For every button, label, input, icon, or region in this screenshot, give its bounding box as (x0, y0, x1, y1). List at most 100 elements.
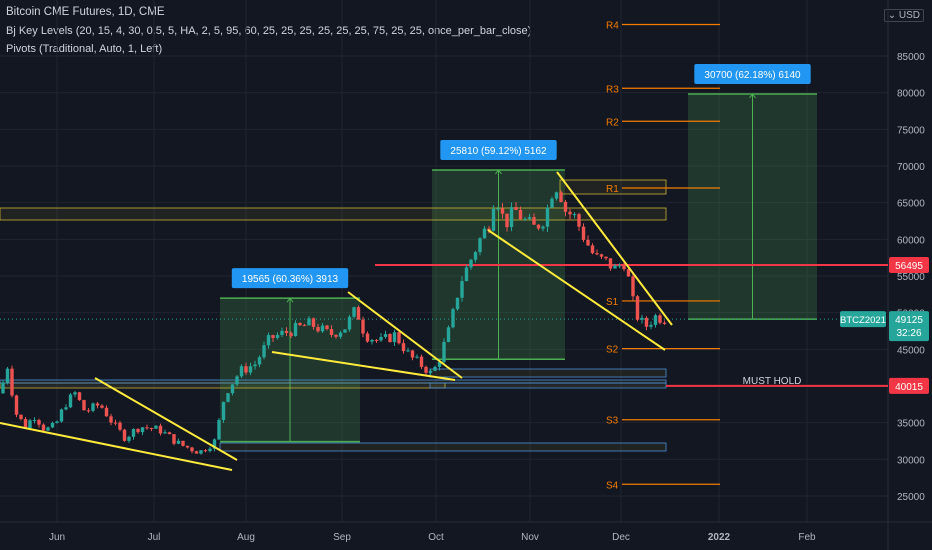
candle-body (190, 447, 194, 452)
candle-body (302, 325, 307, 327)
candle-body (442, 341, 446, 362)
bar-countdown: 32:26 (896, 328, 921, 339)
candle-body (428, 370, 433, 373)
candle-body (392, 332, 397, 343)
candle-body (41, 424, 46, 431)
measure-arrowhead (495, 169, 502, 175)
trendline (94, 377, 238, 461)
key-level-zone (0, 379, 667, 384)
key-level-zone (559, 179, 667, 195)
candle-body (343, 329, 347, 333)
candle-body (28, 420, 32, 429)
candle-body (307, 318, 311, 326)
candle-body (149, 428, 154, 430)
candle-body (91, 403, 95, 411)
y-tick-label: 35000 (897, 419, 925, 430)
pivot-label: R1 (606, 184, 619, 195)
indicator-key-levels[interactable]: Bj Key Levels (20, 15, 4, 30, 0.5, 5, HA… (6, 25, 532, 37)
candle-body (388, 334, 392, 343)
candle-body (658, 315, 662, 323)
y-tick-label: 80000 (897, 89, 925, 100)
candle-body (127, 436, 131, 441)
x-tick-label: Jun (49, 532, 65, 543)
candle-body (253, 364, 257, 367)
candle-body (338, 332, 343, 337)
candle-body (109, 416, 113, 423)
measure-label: 19565 (60.36%) 3913 (242, 274, 339, 285)
candle-body (158, 425, 163, 434)
candle-body (280, 330, 284, 335)
candle-body (19, 414, 23, 420)
price-tag-bg (889, 377, 929, 394)
candle-body (136, 429, 140, 433)
candle-body (383, 334, 388, 337)
y-tick-label: 65000 (897, 199, 925, 210)
candle-body (397, 332, 401, 344)
candle-body (541, 226, 545, 229)
trendline (556, 171, 673, 326)
candle-body (163, 432, 167, 434)
y-tick-label: 60000 (897, 235, 925, 246)
candle-body (473, 252, 478, 260)
candle-body (491, 208, 496, 231)
y-tick-label: 45000 (897, 345, 925, 356)
candle-body (113, 422, 118, 424)
candle-body (50, 422, 55, 428)
candle-body (145, 427, 149, 429)
candle-body (46, 427, 50, 431)
candle-body (554, 192, 559, 199)
y-tick-label: 70000 (897, 162, 925, 173)
candle-body (653, 315, 658, 325)
candle-body (662, 322, 667, 324)
candle-body (5, 368, 10, 383)
y-tick-label: 85000 (897, 52, 925, 63)
indicator-pivots[interactable]: Pivots (Traditional, Auto, 1, Left) (6, 43, 163, 55)
pivot-label: R4 (606, 20, 619, 31)
candle-body (248, 366, 253, 373)
last-price-value: 49125 (895, 315, 923, 326)
candle-body (235, 376, 239, 385)
candle-body (361, 319, 365, 334)
x-tick-label: Jul (148, 532, 161, 543)
candle-body (95, 403, 100, 406)
candle-body (212, 439, 217, 449)
candle-body (217, 419, 221, 440)
x-tick-label: Nov (521, 532, 539, 543)
key-level-zone (0, 382, 446, 389)
symbol-tag-bg (840, 311, 886, 328)
candle-body (410, 350, 415, 358)
candle-body (311, 318, 316, 327)
x-tick-label: 2022 (708, 532, 731, 543)
measure-arrowhead (749, 93, 756, 99)
candle-body (446, 327, 451, 342)
candle-body (527, 217, 532, 219)
candle-body (464, 267, 469, 282)
candle-body (365, 333, 370, 342)
candle-body (68, 394, 73, 408)
currency-selector[interactable]: ⌄ USD (883, 9, 924, 22)
candle-body (572, 214, 577, 216)
measure-label-bg (231, 268, 349, 289)
chevron-down-icon: ⌄ (887, 10, 897, 21)
candle-body (577, 214, 581, 227)
candle-body (167, 432, 172, 435)
pivot-label: S2 (606, 345, 619, 356)
candle-body (590, 245, 595, 254)
candle-body (230, 384, 235, 394)
measure-label: 30700 (62.18%) 6140 (704, 70, 801, 81)
candle-body (509, 207, 514, 228)
candle-body (586, 239, 590, 246)
candle-body (626, 269, 631, 277)
level-annotation: MUST HOLD (743, 376, 802, 387)
candle-body (500, 208, 505, 214)
candle-body (32, 420, 37, 422)
candle-body (194, 451, 199, 454)
candle-body (293, 322, 298, 337)
candle-body (469, 259, 473, 268)
candle-body (37, 420, 41, 425)
candle-body (1, 382, 5, 394)
candle-body (329, 329, 334, 335)
candle-body (118, 422, 122, 430)
candle-body (437, 361, 442, 367)
